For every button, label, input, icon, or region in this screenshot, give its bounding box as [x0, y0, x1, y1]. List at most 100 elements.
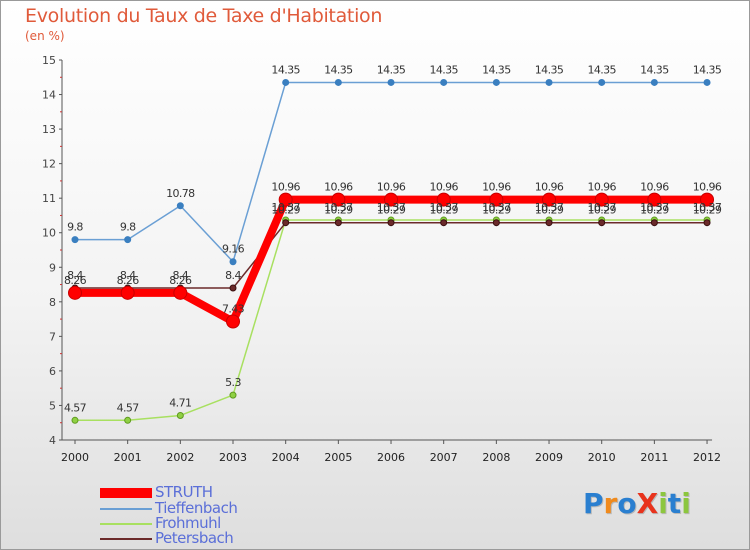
data-label-tieffenbach: 14.35	[535, 63, 564, 76]
logo-letter: P	[583, 487, 604, 520]
data-point-struth	[331, 192, 346, 207]
data-label-petersbach: 8.4	[225, 269, 241, 282]
x-tick-label: 2002	[166, 451, 194, 464]
series-lines	[68, 78, 715, 424]
y-tick-label: 7	[49, 330, 56, 343]
y-tick-label: 5	[49, 399, 56, 412]
chart-subtitle: (en %)	[25, 29, 65, 43]
data-label-petersbach: 10.29	[271, 204, 300, 217]
data-point-struth	[700, 192, 715, 207]
data-label-tieffenbach: 10.78	[166, 187, 195, 200]
data-point-tieffenbach	[334, 78, 342, 86]
data-point-tieffenbach	[440, 78, 448, 86]
legend-swatch-frohmuhl	[100, 522, 152, 525]
data-point-struth	[647, 192, 662, 207]
data-label-struth: 10.96	[482, 181, 511, 194]
data-label-frohmuhl: 10.37	[324, 201, 353, 214]
logo-letter: r	[603, 487, 618, 520]
data-point-petersbach	[545, 219, 553, 227]
y-tick-label: 14	[42, 89, 56, 102]
data-point-petersbach	[229, 284, 237, 292]
axes: 4 5 6 7 8 9 10 11 12 13 14 15 2000 2001 2002 2003 2004 20…	[42, 54, 721, 464]
proxiti-logo: ProXiti	[583, 487, 691, 520]
data-point-struth	[68, 285, 82, 300]
data-point-tieffenbach	[703, 78, 711, 86]
data-point-petersbach	[650, 219, 658, 227]
data-point-struth	[120, 285, 135, 300]
data-label-frohmuhl: 5.3	[225, 376, 241, 389]
data-label-frohmuhl: 10.37	[587, 201, 616, 214]
data-label-petersbach: 8.4	[120, 269, 136, 282]
data-labels: 8.26 8.26 8.26 7.43 10.96 10.96 10.96 10.96 10.9…	[64, 63, 723, 414]
data-point-struth	[226, 314, 241, 329]
x-tick-label: 2001	[114, 451, 142, 464]
y-tick-label: 13	[42, 123, 56, 136]
data-point-tieffenbach	[229, 258, 237, 266]
data-label-petersbach: 10.29	[324, 204, 353, 217]
data-label-struth: 10.96	[535, 181, 564, 194]
data-label-struth: 8.26	[169, 274, 192, 287]
data-label-tieffenbach: 14.35	[377, 63, 406, 76]
data-label-petersbach: 10.29	[377, 204, 406, 217]
data-point-struth	[278, 192, 293, 207]
logo-letter: o	[617, 487, 637, 520]
data-label-struth: 10.96	[693, 181, 722, 194]
y-tick-label: 12	[42, 158, 56, 171]
data-point-petersbach	[282, 219, 290, 227]
data-label-petersbach: 8.4	[172, 269, 188, 282]
series-line-tieffenbach	[74, 81, 708, 263]
data-label-frohmuhl: 4.71	[169, 396, 191, 409]
data-point-frohmuhl	[229, 391, 237, 399]
data-label-tieffenbach: 9.8	[67, 221, 83, 234]
data-label-frohmuhl: 10.37	[429, 201, 458, 214]
data-point-frohmuhl	[176, 411, 184, 419]
x-tick-label: 2011	[640, 451, 668, 464]
data-point-petersbach	[440, 219, 448, 227]
x-tick-label: 2010	[588, 451, 616, 464]
data-label-petersbach: 10.29	[482, 204, 511, 217]
series-line-frohmuhl	[74, 219, 708, 422]
data-label-tieffenbach: 14.35	[640, 63, 669, 76]
legend-label-petersbach: Petersbach	[155, 529, 234, 547]
legend-swatch-struth	[100, 487, 152, 498]
y-tick-label: 8	[49, 296, 56, 309]
data-label-struth: 7.43	[222, 303, 245, 316]
x-tick-label: 2009	[535, 451, 563, 464]
data-label-petersbach: 10.29	[429, 204, 458, 217]
data-point-frohmuhl	[124, 416, 132, 424]
logo-letter: i	[658, 487, 668, 520]
legend-swatch-petersbach	[100, 537, 152, 540]
x-tick-label: 2004	[272, 451, 300, 464]
data-point-tieffenbach	[71, 236, 79, 244]
legend-swatch-tieffenbach	[100, 507, 152, 510]
x-tick-label: 2007	[430, 451, 458, 464]
data-label-struth: 10.96	[640, 181, 669, 194]
data-point-petersbach	[334, 219, 342, 227]
chart-title: Evolution du Taux de Taxe d'Habitation	[25, 5, 383, 27]
data-point-tieffenbach	[598, 78, 606, 86]
x-tick-label: 2000	[61, 451, 89, 464]
data-label-tieffenbach: 9.16	[222, 243, 245, 256]
data-label-frohmuhl: 10.37	[271, 201, 300, 214]
data-label-tieffenbach: 14.35	[693, 63, 722, 76]
data-label-frohmuhl: 4.57	[117, 401, 140, 414]
legend-label-tieffenbach: Tieffenbach	[155, 499, 238, 517]
data-point-tieffenbach	[545, 78, 553, 86]
x-tick-label: 2003	[219, 451, 247, 464]
data-label-struth: 8.26	[64, 274, 87, 287]
data-label-struth: 10.96	[377, 181, 406, 194]
x-tick-label: 2005	[324, 451, 352, 464]
data-label-petersbach: 8.4	[67, 269, 83, 282]
data-label-struth: 10.96	[271, 181, 300, 194]
data-point-struth	[173, 285, 188, 300]
data-label-tieffenbach: 9.8	[120, 221, 136, 234]
data-label-petersbach: 10.29	[535, 204, 564, 217]
y-tick-label: 11	[42, 192, 56, 205]
data-point-struth	[594, 192, 609, 207]
data-label-tieffenbach: 14.35	[271, 63, 300, 76]
data-label-tieffenbach: 14.35	[587, 63, 616, 76]
data-label-petersbach: 10.29	[640, 204, 669, 217]
x-tick-label: 2006	[377, 451, 405, 464]
